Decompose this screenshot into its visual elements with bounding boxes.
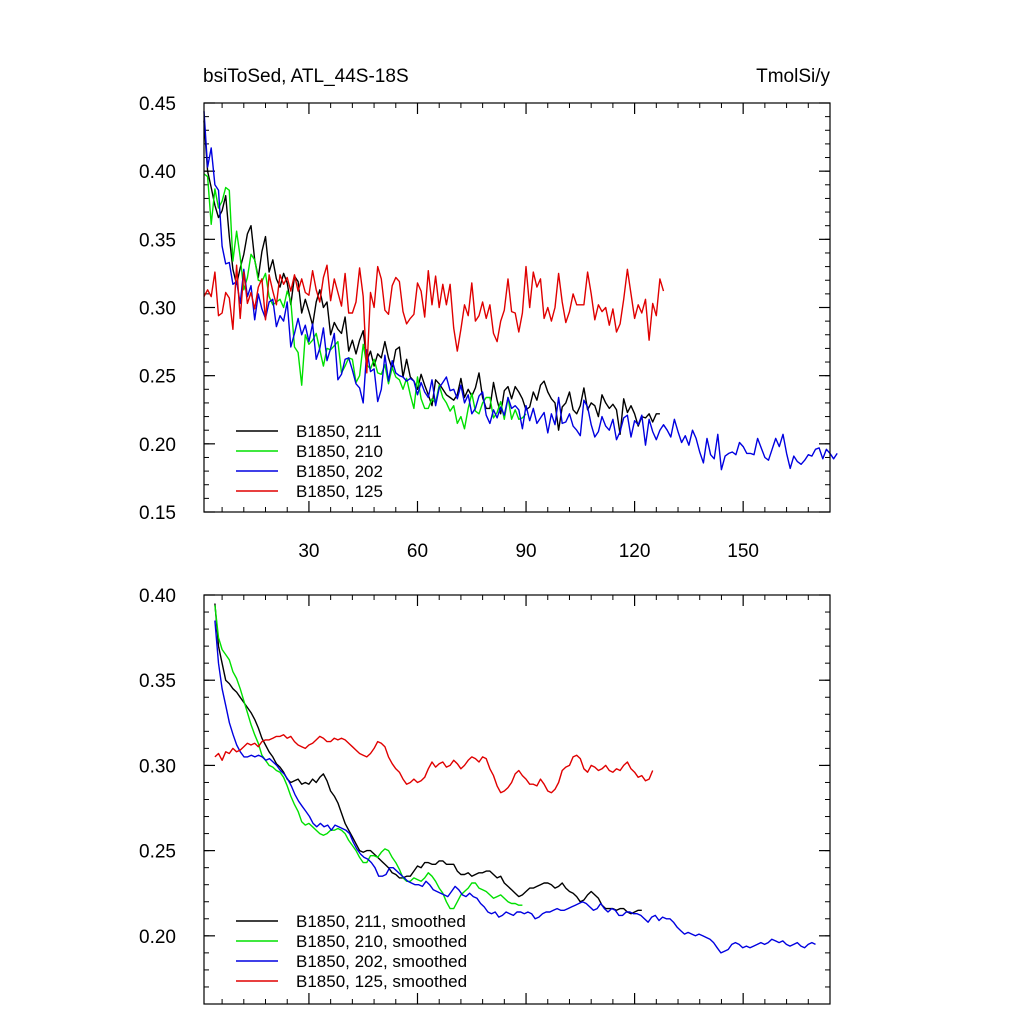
bottom-legend-label-2: B1850, 202, smoothed: [296, 952, 467, 971]
top-title-left: bsiToSed, ATL_44S-18S: [203, 66, 409, 87]
bottom-legend-label-3: B1850, 125, smoothed: [296, 972, 467, 991]
x-tick-label: 90: [515, 541, 536, 562]
x-tick-label: 60: [407, 541, 428, 562]
bottom-panel: 0.20 0.25 0.30 0.35 0.40 B1850, 211, smoothe…: [139, 586, 831, 1005]
y-tick-label: 0.35: [139, 671, 176, 692]
x-tick-label: 120: [619, 541, 651, 562]
bottom-series-line-3: [214, 734, 654, 794]
top-legend-label-3: B1850, 125: [296, 482, 383, 501]
top-title-right: TmolSi/y: [756, 66, 830, 87]
y-tick-label: 0.30: [139, 756, 176, 777]
y-tick-label: 0.20: [139, 927, 176, 948]
y-tick-label: 0.25: [139, 842, 176, 863]
y-tick-label: 0.35: [139, 230, 176, 251]
top-plot-frame: [203, 102, 831, 513]
top-series-line-2: [203, 111, 838, 471]
x-tick-label: 30: [298, 541, 319, 562]
top-legend-label-2: B1850, 202: [296, 462, 383, 481]
y-tick-label: 0.30: [139, 299, 176, 320]
top-legend-label-0: B1850, 211: [296, 422, 382, 441]
top-series-line-0: [203, 120, 660, 435]
bottom-series-line-2: [214, 620, 816, 954]
bottom-legend-label-1: B1850, 210, smoothed: [296, 932, 467, 951]
top-series-line-1: [203, 173, 527, 430]
top-series-line-3: [203, 264, 665, 374]
y-tick-label: 0.20: [139, 435, 176, 456]
y-tick-label: 0.40: [139, 586, 176, 607]
bottom-legend-label-0: B1850, 211, smoothed: [296, 912, 466, 931]
top-legend-label-1: B1850, 210: [296, 442, 383, 461]
bottom-plot-frame: [203, 594, 831, 1005]
y-tick-label: 0.45: [139, 94, 176, 115]
y-tick-label: 0.25: [139, 367, 176, 388]
y-tick-label: 0.15: [139, 503, 176, 524]
y-tick-label: 0.40: [139, 162, 176, 183]
top-panel: bsiToSed, ATL_44S-18S TmolSi/y 0.15 0.20 0…: [139, 66, 838, 562]
x-tick-label: 150: [727, 541, 759, 562]
bottom-series-line-0: [214, 603, 642, 915]
